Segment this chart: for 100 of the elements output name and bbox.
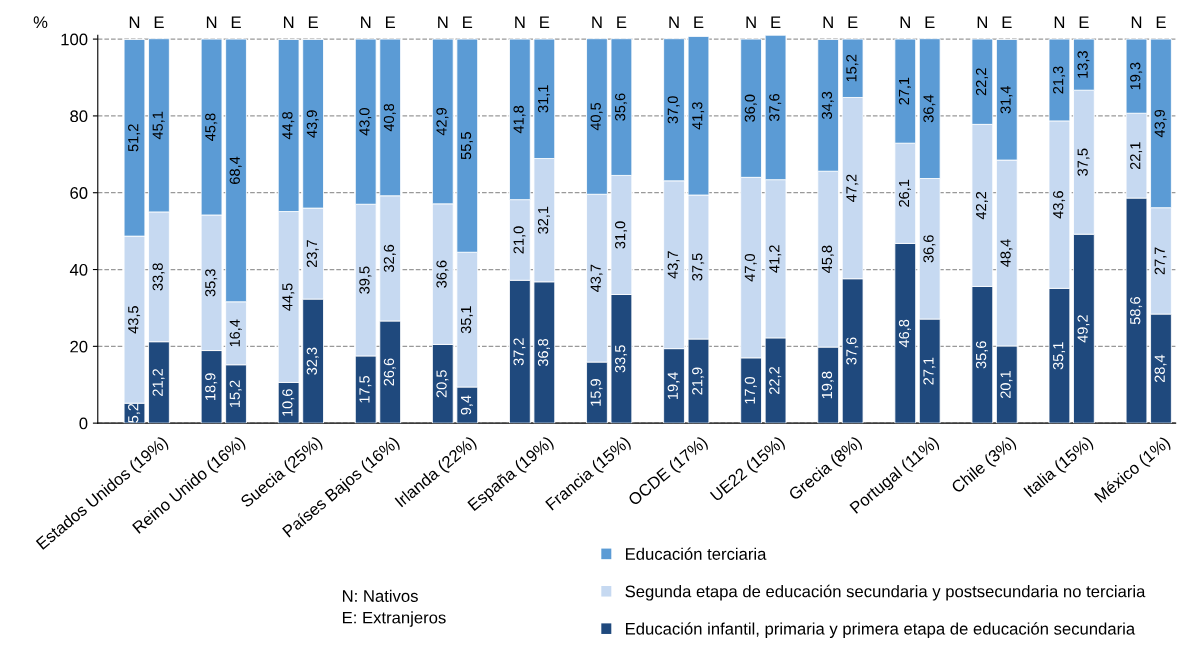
data-label: 27,1 xyxy=(923,357,936,385)
data-label: 37,0 xyxy=(667,96,680,124)
data-label: 43,7 xyxy=(590,264,603,293)
data-label: 37,2 xyxy=(513,338,526,366)
data-label: 17,5 xyxy=(359,375,372,403)
data-label: 36,0 xyxy=(744,94,757,122)
data-label: 33,5 xyxy=(615,345,628,373)
x-tick-label: N xyxy=(283,16,294,28)
data-label: 15,2 xyxy=(846,54,859,82)
data-label: 35,3 xyxy=(205,269,218,297)
x-tick-label: N xyxy=(1054,16,1065,28)
x-tick-label: N xyxy=(206,16,217,28)
x-tick-label: E xyxy=(540,16,550,28)
data-label: 20,5 xyxy=(436,370,449,398)
data-label: 43,6 xyxy=(1053,191,1066,219)
data-label: 26,6 xyxy=(383,358,396,386)
y-axis-title: % xyxy=(33,16,48,29)
data-label: 43,9 xyxy=(1154,109,1167,138)
data-label: 36,6 xyxy=(923,235,936,263)
data-label: 21,9 xyxy=(692,367,705,395)
data-label: 26,1 xyxy=(898,179,911,207)
data-label: 44,5 xyxy=(282,283,295,311)
data-label: 37,5 xyxy=(692,253,705,281)
data-label: 55,5 xyxy=(461,132,473,160)
x-tick-label: N xyxy=(438,16,448,28)
legend-label: Educación terciaria xyxy=(626,547,767,560)
data-label: 13,3 xyxy=(1077,51,1090,78)
data-label: 36,4 xyxy=(923,94,936,123)
y-tick-label: 20 xyxy=(70,340,88,353)
x-tick-label: N xyxy=(129,16,140,28)
data-label: 37,6 xyxy=(769,93,782,122)
data-label: 35,1 xyxy=(460,306,473,334)
data-label: 35,1 xyxy=(1053,342,1066,370)
data-label: 36,8 xyxy=(537,338,550,367)
data-label: 22,1 xyxy=(1130,142,1143,170)
data-label: 15,9 xyxy=(590,379,603,406)
data-label: 31,0 xyxy=(615,221,628,249)
data-label: 45,8 xyxy=(205,113,218,141)
data-label: 34,3 xyxy=(821,91,834,119)
data-label: 21,0 xyxy=(513,226,526,254)
data-label: 32,3 xyxy=(306,347,319,375)
x-tick-label: E xyxy=(154,16,164,28)
x-tick-label: N xyxy=(977,16,987,28)
data-label: 49,2 xyxy=(1077,315,1090,343)
x-tick-label: E xyxy=(1002,16,1012,28)
x-tick-label: E xyxy=(925,16,935,28)
data-label: 35,6 xyxy=(975,341,988,369)
data-label: 35,6 xyxy=(615,93,628,121)
data-label: 45,8 xyxy=(821,245,834,274)
x-tick-label: E xyxy=(694,16,704,28)
data-label: 42,2 xyxy=(975,191,988,220)
data-label: 27,7 xyxy=(1154,247,1167,275)
x-tick-label: N xyxy=(1131,16,1142,28)
data-label: 43,7 xyxy=(667,251,680,279)
data-label: 19,4 xyxy=(667,372,680,399)
data-label: 37,5 xyxy=(1077,148,1090,176)
data-label: 43,9 xyxy=(306,110,319,138)
data-label: 10,6 xyxy=(282,389,295,416)
data-label: 46,8 xyxy=(898,319,911,348)
x-tick-label: N xyxy=(669,16,679,28)
data-label: 9,4 xyxy=(460,395,473,415)
x-tick-label: E xyxy=(385,16,396,28)
x-tick-label: N xyxy=(823,16,833,28)
x-tick-label: N xyxy=(515,16,525,28)
data-label: 44,8 xyxy=(282,111,295,140)
data-label: 40,5 xyxy=(590,102,603,131)
x-tick-label: E xyxy=(1079,16,1089,28)
data-label: 5,2 xyxy=(128,403,141,423)
data-label: 16,4 xyxy=(229,319,242,347)
data-label: 23,7 xyxy=(306,240,319,268)
data-label: 43,5 xyxy=(128,306,141,334)
legend-label: Educación infantil, primaria y primera etapa de educación secundaria xyxy=(626,622,1136,638)
legend-label: Segunda etapa de educación secundaria y postsecundaria no terciaria xyxy=(625,584,1146,601)
x-tick-label: E xyxy=(308,16,318,28)
data-label: 33,8 xyxy=(152,263,165,291)
y-tick-label: 0 xyxy=(79,417,88,430)
data-label: 47,0 xyxy=(744,253,757,282)
data-label: 41,3 xyxy=(692,102,705,130)
y-tick-label: 100 xyxy=(61,33,88,46)
data-label: 19,3 xyxy=(1130,62,1143,90)
data-label: 20,1 xyxy=(1000,371,1013,398)
data-label: 18,9 xyxy=(205,373,218,400)
x-tick-label: E xyxy=(771,16,781,28)
data-label: 31,1 xyxy=(537,85,550,113)
y-tick-label: 40 xyxy=(69,263,88,276)
data-label: 51,2 xyxy=(128,124,141,152)
x-tick-label: N xyxy=(900,16,910,28)
data-label: 37,6 xyxy=(846,337,859,365)
data-label: 48,4 xyxy=(1000,239,1013,267)
data-label: 58,6 xyxy=(1130,297,1143,325)
y-tick-label: 80 xyxy=(70,110,88,123)
data-label: 41,2 xyxy=(769,245,782,273)
x-tick-label: E xyxy=(617,16,627,28)
text: N: Nativos xyxy=(342,589,418,602)
text: E: Extranjeros xyxy=(342,611,446,627)
data-label: 19,8 xyxy=(821,371,834,399)
x-tick-label: E xyxy=(848,16,858,28)
data-label: 41,8 xyxy=(513,105,526,134)
data-label: 17,0 xyxy=(744,376,757,404)
data-label: 36,6 xyxy=(436,260,449,288)
